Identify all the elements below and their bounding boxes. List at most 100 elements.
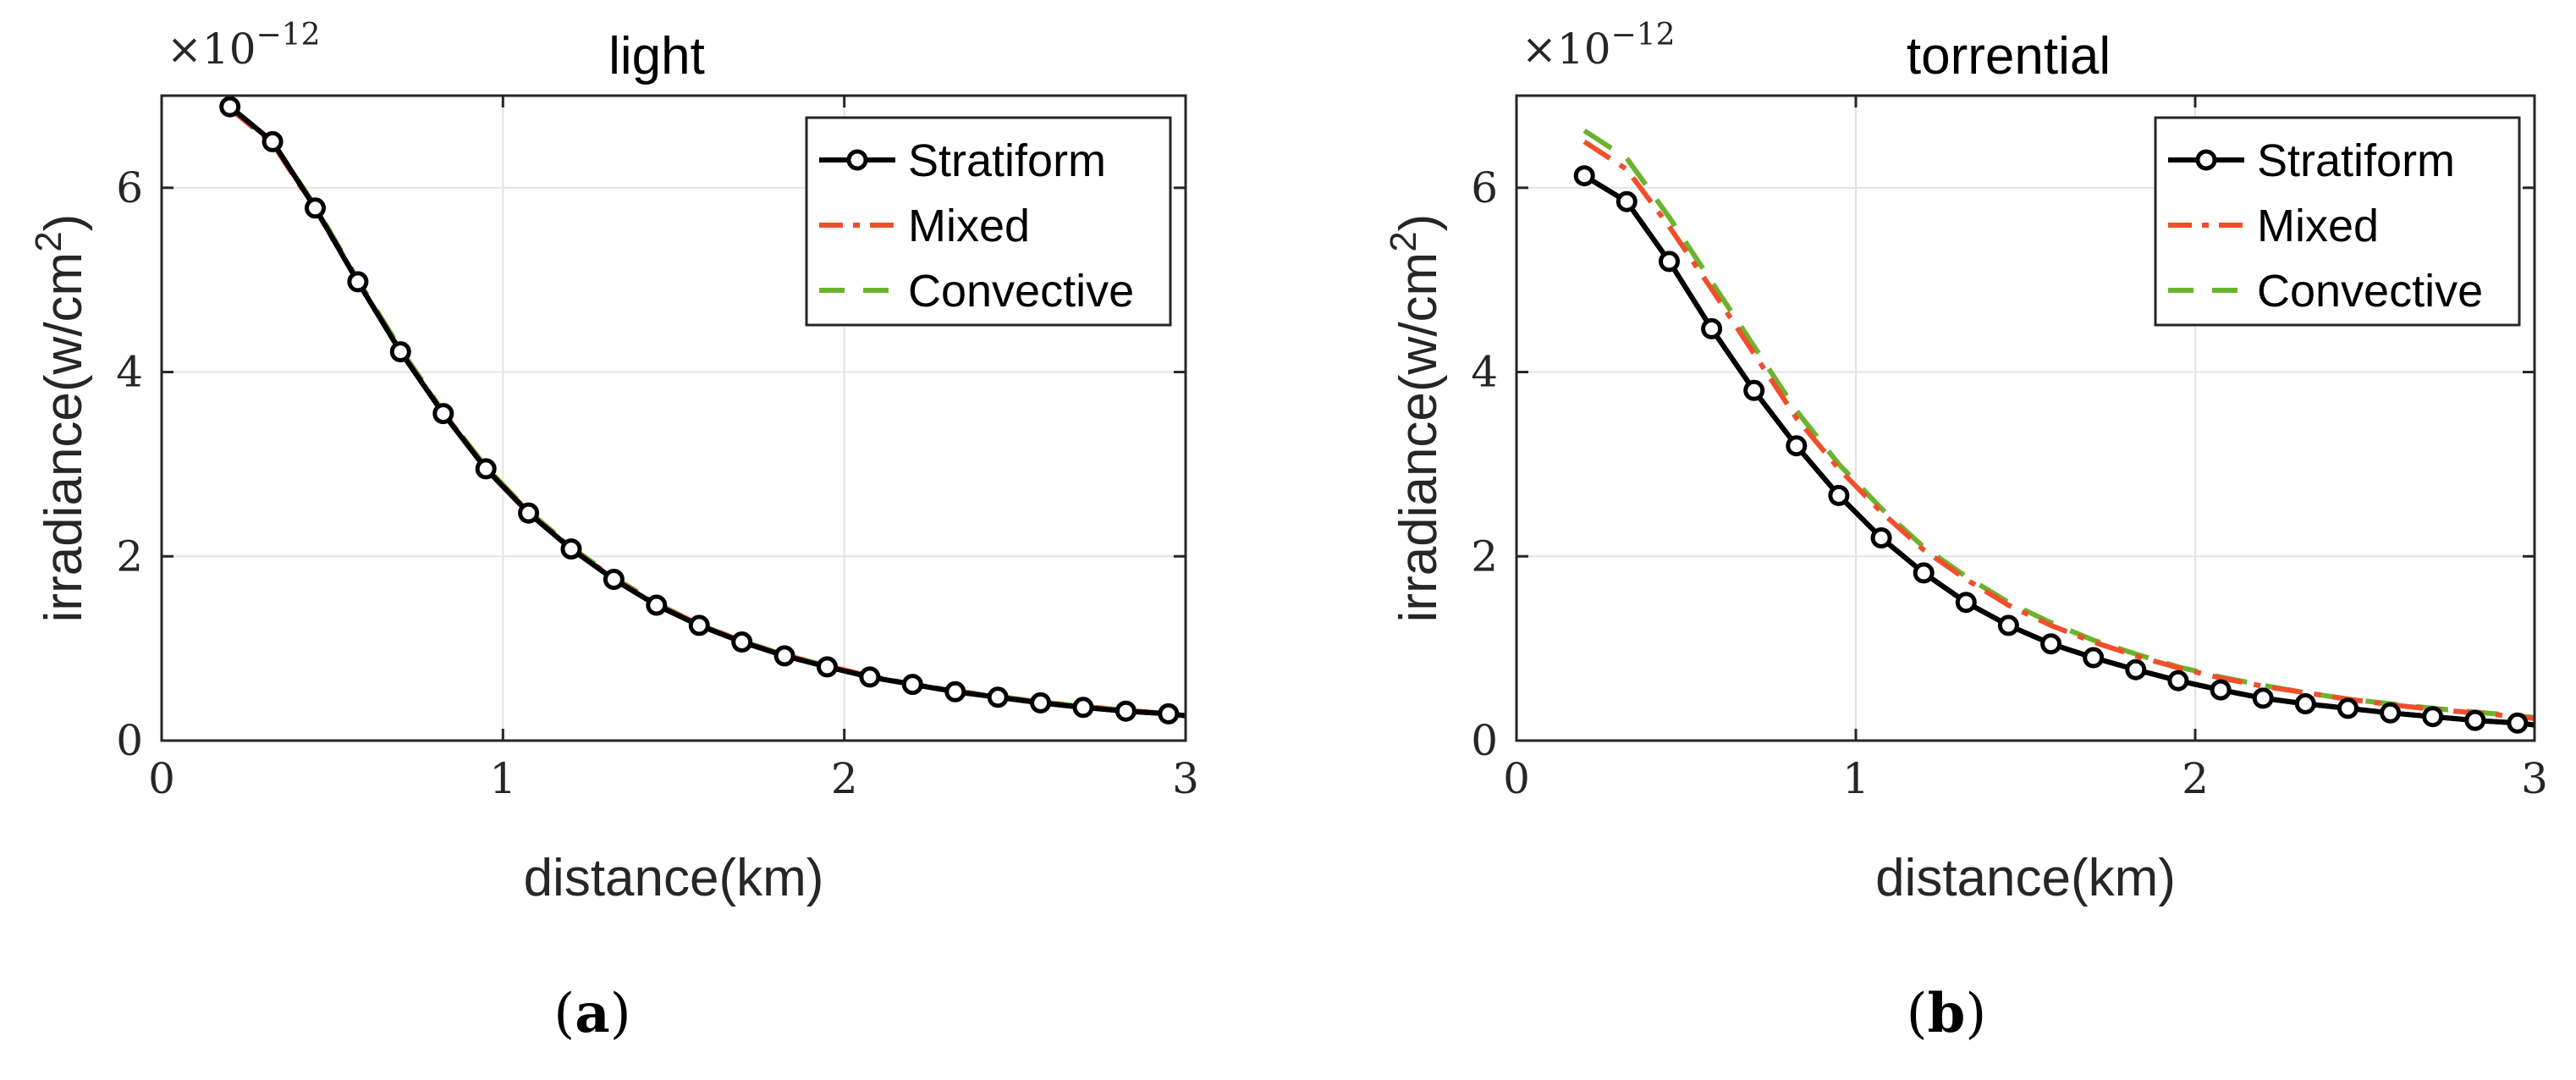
data-point-stratiform: [518, 502, 540, 524]
chart-title: torrential: [1907, 27, 2111, 85]
legend: Stratiform Mixed Convective: [805, 116, 1172, 327]
data-point-stratiform: [1913, 562, 1935, 584]
y-label-superscript: 2: [1383, 231, 1424, 251]
y-axis-label: irradiance(w/cm2): [28, 214, 93, 623]
data-point-stratiform: [432, 403, 454, 425]
legend-label-mixed: Mixed: [2257, 201, 2379, 251]
legend-label-stratiform: Stratiform: [2257, 135, 2455, 186]
data-point-stratiform: [1743, 379, 1765, 401]
x-tick-label: 2: [831, 754, 858, 803]
data-point-stratiform: [1072, 697, 1094, 719]
multiplier-exponent: −12: [1611, 18, 1676, 52]
data-point-stratiform: [987, 686, 1009, 708]
y-tick-label: 6: [1471, 163, 1498, 212]
x-tick-label: 0: [148, 754, 175, 803]
chart-title: light: [608, 27, 705, 85]
x-tick-label: 1: [1842, 754, 1869, 803]
data-point-stratiform: [2294, 693, 2316, 714]
data-point-stratiform: [1997, 614, 2019, 636]
data-point-stratiform: [219, 96, 241, 118]
data-point-stratiform: [1115, 700, 1137, 722]
data-point-stratiform: [817, 656, 838, 678]
data-point-stratiform: [1955, 592, 1977, 614]
multiplier-base: ×10: [167, 25, 256, 74]
data-point-stratiform: [2040, 633, 2062, 655]
y-tick-label: 0: [1471, 716, 1498, 765]
data-point-stratiform: [1030, 692, 1052, 714]
legend-label-convective: Convective: [2257, 266, 2483, 317]
axes-box: [1515, 94, 2536, 742]
data-point-stratiform: [347, 271, 369, 293]
axis-multiplier: ×10−12: [1522, 18, 1676, 74]
data-point-stratiform: [2507, 712, 2529, 734]
y-axis-label: irradiance(w/cm2): [1383, 214, 1448, 623]
data-point-stratiform: [1158, 703, 1180, 725]
data-point-stratiform: [1659, 251, 1680, 273]
axes-box: [160, 94, 1187, 742]
data-point-stratiform: [773, 645, 795, 667]
y-tick-label: 6: [116, 163, 143, 212]
legend-label-stratiform: Stratiform: [908, 135, 1106, 186]
y-label-main: irradiance(w/cm: [1390, 252, 1448, 623]
data-point-stratiform: [2422, 706, 2444, 728]
series-group: [219, 96, 1186, 725]
data-point-stratiform: [2337, 697, 2359, 719]
data-point-stratiform: [646, 594, 668, 616]
data-point-stratiform: [2210, 679, 2232, 701]
x-axis-label: distance(km): [524, 849, 824, 907]
y-label-superscript: 2: [28, 231, 69, 251]
data-point-stratiform: [2167, 669, 2189, 692]
data-point-stratiform: [389, 341, 411, 363]
data-point-stratiform: [475, 458, 497, 480]
data-point-stratiform: [2252, 687, 2274, 709]
data-point-stratiform: [560, 538, 582, 560]
x-tick-label: 3: [1172, 754, 1199, 803]
data-point-stratiform: [2125, 658, 2147, 681]
data-point-stratiform: [1786, 435, 1808, 457]
legend-marker-stratiform: [846, 149, 868, 171]
chart-panel-2: 0 1 2 3 0 2 4 6 ×10−12 torrential distance(km) irra…: [1383, 18, 2548, 907]
data-point-stratiform: [305, 197, 326, 219]
legend-marker-stratiform: [2195, 149, 2217, 171]
y-tick-label: 4: [1471, 348, 1498, 397]
data-point-stratiform: [944, 681, 966, 703]
y-tick-label: 2: [1471, 532, 1498, 581]
x-axis-label: distance(km): [1875, 849, 2176, 907]
data-point-stratiform: [603, 569, 625, 590]
x-tick-label: 2: [2182, 754, 2209, 803]
data-point-stratiform: [2380, 702, 2402, 724]
legend-label-mixed: Mixed: [908, 201, 1030, 251]
series-group: [1573, 128, 2535, 734]
legend-label-convective: Convective: [908, 266, 1134, 317]
data-point-stratiform: [688, 614, 710, 636]
data-point-stratiform: [859, 666, 881, 688]
panel-label-b: (b): [1906, 982, 1987, 1045]
data-point-stratiform: [1870, 527, 1892, 548]
y-label-end: ): [1390, 214, 1448, 232]
data-point-stratiform: [901, 674, 923, 696]
data-point-stratiform: [1616, 190, 1638, 212]
data-point-stratiform: [1828, 484, 1850, 506]
y-tick-label: 0: [116, 716, 143, 765]
x-tick-label: 1: [489, 754, 516, 803]
panel-label-a: (a): [553, 982, 631, 1045]
multiplier-exponent: −12: [256, 18, 321, 52]
y-tick-label: 2: [116, 532, 143, 581]
data-point-stratiform: [2464, 709, 2486, 731]
axis-multiplier: ×10−12: [167, 18, 321, 74]
multiplier-base: ×10: [1522, 25, 1611, 74]
data-point-stratiform: [2083, 647, 2105, 669]
x-tick-label: 3: [2521, 754, 2548, 803]
data-point-stratiform: [731, 631, 753, 653]
chart-panel-1: 0 1 2 3 0 2 4 6 ×10−12 light distance(km) irradianc…: [28, 18, 1199, 907]
data-point-stratiform: [1573, 165, 1595, 187]
y-label-main: irradiance(w/cm: [35, 252, 93, 623]
x-tick-label: 0: [1503, 754, 1530, 803]
data-point-stratiform: [1701, 317, 1723, 339]
data-point-stratiform: [261, 130, 283, 152]
legend: Stratiform Mixed Convective: [2154, 116, 2521, 327]
y-tick-label: 4: [116, 348, 143, 397]
y-label-end: ): [35, 214, 93, 232]
